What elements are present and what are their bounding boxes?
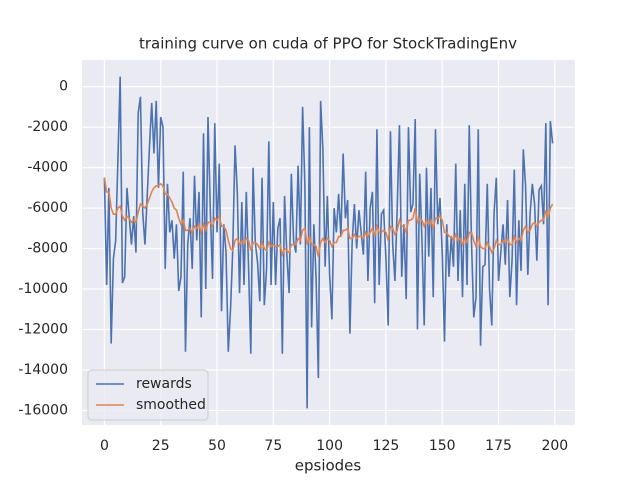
legend: rewards smoothed	[87, 369, 209, 421]
y-tick-label: -6000	[27, 200, 68, 216]
legend-label: smoothed	[136, 397, 206, 413]
legend-label: rewards	[136, 376, 192, 392]
y-tick-label: -8000	[27, 241, 68, 257]
series-line	[103, 76, 554, 409]
y-tick-label: -14000	[18, 362, 68, 378]
x-tick-label: 150	[429, 438, 456, 454]
legend-box	[87, 369, 209, 421]
y-tick-label: -4000	[27, 160, 68, 176]
x-tick-label: 50	[208, 438, 226, 454]
lines	[103, 76, 554, 409]
x-tick-label: 125	[373, 438, 400, 454]
x-axis-label: epsiodes	[295, 457, 362, 475]
x-tick-label: 200	[541, 438, 568, 454]
chart-title: training curve on cuda of PPO for StockT…	[139, 35, 517, 53]
y-tick-label: -2000	[27, 119, 68, 135]
x-tick-label: 25	[152, 438, 170, 454]
y-tick-label: 0	[59, 79, 68, 95]
x-tick-label: 75	[264, 438, 282, 454]
y-tick-label: -16000	[18, 402, 68, 418]
y-tick-label: -10000	[18, 281, 68, 297]
x-tick-label: 100	[316, 438, 343, 454]
x-tick-label: 175	[485, 438, 512, 454]
y-tick-label: -12000	[18, 322, 68, 338]
series-line	[103, 177, 554, 258]
x-tick-label: 0	[100, 438, 109, 454]
